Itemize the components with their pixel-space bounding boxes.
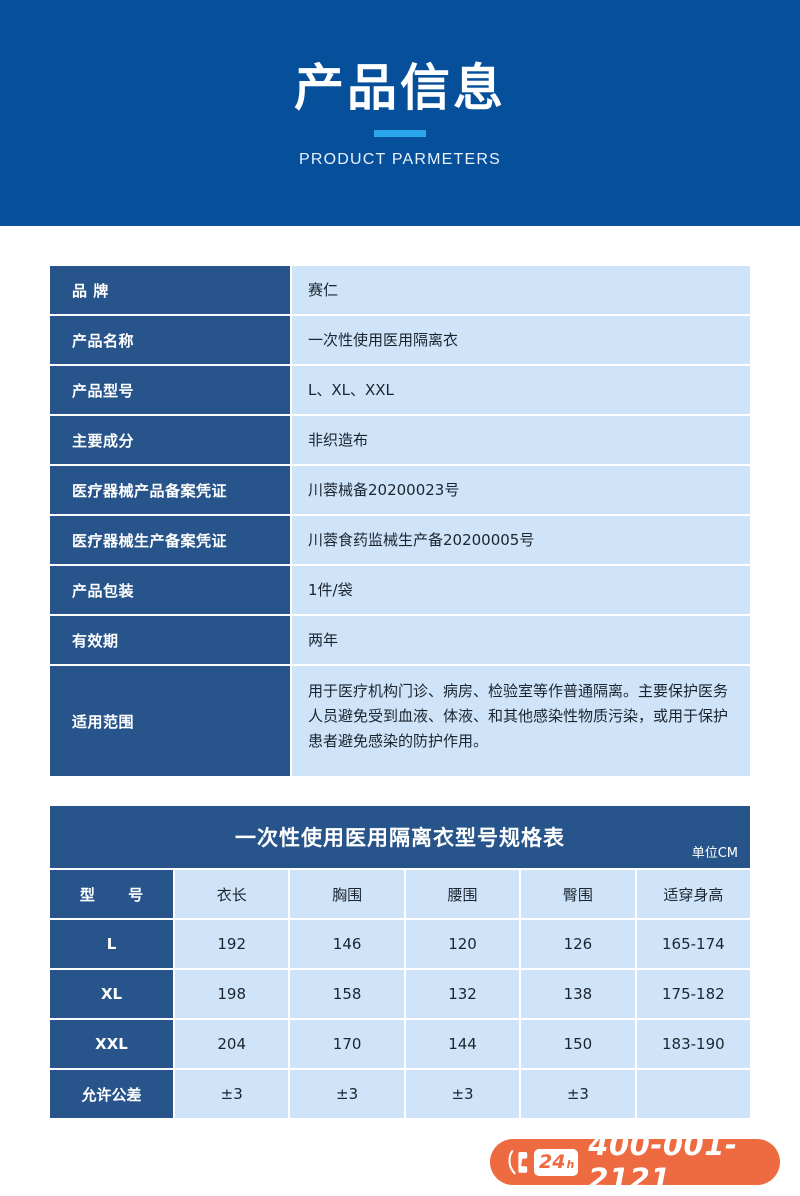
cell-waist: 132 — [403, 970, 520, 1018]
size-table-title-bar: 一次性使用医用隔离衣型号规格表 单位CM — [50, 806, 750, 868]
cell-length: 198 — [173, 970, 289, 1018]
row-label: 产品包装 — [50, 566, 290, 614]
row-label: XL — [50, 970, 173, 1018]
column-header-bust: 胸围 — [288, 870, 404, 918]
table-row: 品 牌 赛仁 — [50, 266, 750, 314]
row-value: 两年 — [290, 616, 750, 664]
table-row: 主要成分 非织造布 — [50, 416, 750, 464]
column-header-size: 型 号 — [50, 870, 173, 918]
24h-badge: 24 h — [534, 1148, 579, 1176]
row-value: 川蓉食药监械生产备20200005号 — [290, 516, 750, 564]
cell-height: 183-190 — [634, 1020, 751, 1068]
row-value: 一次性使用医用隔离衣 — [290, 316, 750, 364]
column-header-waist: 腰围 — [403, 870, 520, 918]
row-value: 1件/袋 — [290, 566, 750, 614]
cell-hip: 150 — [519, 1020, 635, 1068]
hotline-badge[interactable]: 24 h 400-001-2121 — [490, 1128, 780, 1196]
row-label: L — [50, 920, 173, 968]
row-value: 用于医疗机构门诊、病房、检验室等作普通隔离。主要保护医务人员避免受到血液、体液、… — [290, 666, 750, 776]
cell-length: ±3 — [173, 1070, 289, 1118]
cell-length: 192 — [173, 920, 289, 968]
row-label: 有效期 — [50, 616, 290, 664]
cell-bust: 158 — [288, 970, 404, 1018]
size-table-title: 一次性使用医用隔离衣型号规格表 — [235, 826, 565, 850]
table-row: 有效期 两年 — [50, 616, 750, 664]
cell-bust: 170 — [288, 1020, 404, 1068]
table-row: 产品型号 L、XL、XXL — [50, 366, 750, 414]
table-row: XXL 204 170 144 150 183-190 — [50, 1020, 751, 1068]
column-header-height: 适穿身高 — [634, 870, 751, 918]
row-label: 产品名称 — [50, 316, 290, 364]
24h-badge-suffix: h — [566, 1157, 575, 1171]
row-label: 医疗器械生产备案凭证 — [50, 516, 290, 564]
phone-icon — [508, 1149, 530, 1175]
table-row: 允许公差 ±3 ±3 ±3 ±3 — [50, 1070, 751, 1118]
table-row: L 192 146 120 126 165-174 — [50, 920, 751, 968]
product-info-table: 品 牌 赛仁 产品名称 一次性使用医用隔离衣 产品型号 L、XL、XXL 主要成… — [50, 266, 750, 776]
table-row: 医疗器械产品备案凭证 川蓉械备20200023号 — [50, 466, 750, 514]
cell-waist: ±3 — [403, 1070, 520, 1118]
row-value: 赛仁 — [290, 266, 750, 314]
24h-badge-number: 24 — [539, 1150, 566, 1173]
row-label: 品 牌 — [50, 266, 290, 314]
title-divider-bar — [374, 130, 426, 137]
cell-bust: 146 — [288, 920, 404, 968]
row-label: 主要成分 — [50, 416, 290, 464]
size-spec-table: 一次性使用医用隔离衣型号规格表 单位CM 型 号 衣长 胸围 腰围 臀围 适穿身… — [50, 806, 751, 1118]
page-subtitle: PRODUCT PARMETERS — [298, 151, 502, 168]
row-value: L、XL、XXL — [290, 366, 750, 414]
hotline-number: 400-001-2121 — [588, 1128, 738, 1196]
cell-hip: 138 — [519, 970, 635, 1018]
cell-waist: 144 — [403, 1020, 520, 1068]
cell-bust: ±3 — [288, 1070, 404, 1118]
size-table-unit-note: 单位CM — [691, 846, 738, 861]
size-table-header-row: 型 号 衣长 胸围 腰围 臀围 适穿身高 — [50, 870, 751, 918]
row-label: 适用范围 — [50, 666, 290, 776]
column-header-length: 衣长 — [173, 870, 289, 918]
row-label: XXL — [50, 1020, 173, 1068]
page-title: 产品信息 — [294, 59, 506, 117]
row-label: 医疗器械产品备案凭证 — [50, 466, 290, 514]
table-row: 适用范围 用于医疗机构门诊、病房、检验室等作普通隔离。主要保护医务人员避免受到血… — [50, 666, 750, 776]
row-label: 允许公差 — [50, 1070, 173, 1118]
banner-content: 产品信息 PRODUCT PARMETERS — [0, 0, 800, 169]
page-header-banner: 产品信息 PRODUCT PARMETERS — [0, 0, 800, 226]
cell-height: 165-174 — [634, 920, 751, 968]
row-value: 非织造布 — [290, 416, 750, 464]
row-label: 产品型号 — [50, 366, 290, 414]
column-header-hip: 臀围 — [519, 870, 635, 918]
cell-waist: 120 — [403, 920, 520, 968]
cell-hip: 126 — [519, 920, 635, 968]
cell-height — [634, 1070, 751, 1118]
table-row: 产品包装 1件/袋 — [50, 566, 750, 614]
cell-length: 204 — [173, 1020, 289, 1068]
table-row: 产品名称 一次性使用医用隔离衣 — [50, 316, 750, 364]
cell-height: 175-182 — [634, 970, 751, 1018]
cell-hip: ±3 — [519, 1070, 635, 1118]
row-value: 川蓉械备20200023号 — [290, 466, 750, 514]
table-row: XL 198 158 132 138 175-182 — [50, 970, 751, 1018]
table-row: 医疗器械生产备案凭证 川蓉食药监械生产备20200005号 — [50, 516, 750, 564]
